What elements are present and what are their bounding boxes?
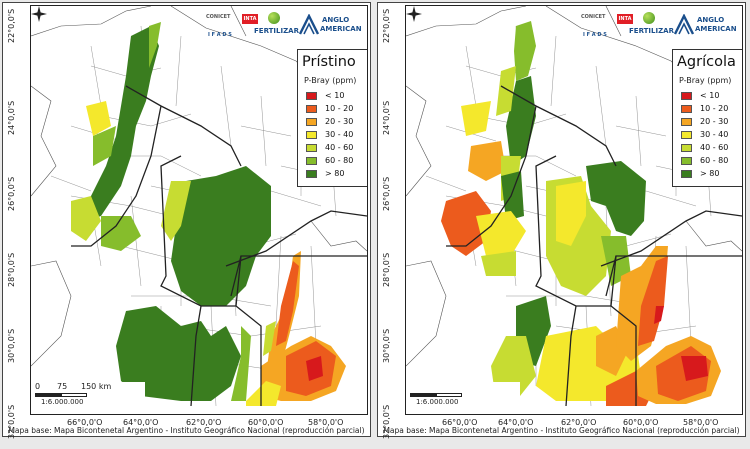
- legend-swatch: [306, 131, 317, 139]
- scale-bar: 0 75 150 km 1:6.000.000: [35, 382, 145, 408]
- lon-label: 64°0,0'O: [123, 418, 159, 427]
- legend-swatch: [306, 118, 317, 126]
- legend-swatch: [681, 170, 692, 178]
- anglo-logo: ANGLO: [697, 16, 725, 24]
- anglo-american-icon: [673, 14, 695, 35]
- map-footer: Mapa base: Mapa Bicontenetal Argentino -…: [383, 426, 740, 435]
- lon-label: 66°0,0'O: [442, 418, 478, 427]
- lon-label: 60°0,0'O: [623, 418, 659, 427]
- ifads-logo: I F A D S: [208, 32, 232, 38]
- north-arrow-icon: [31, 6, 47, 22]
- american-logo: AMERICAN: [320, 25, 362, 33]
- scale-bar: 1:6.000.000: [410, 382, 520, 408]
- lat-label: 28°0,0'S: [382, 252, 391, 287]
- legend-swatch: [306, 92, 317, 100]
- legend-swatch: [681, 105, 692, 113]
- lat-label: 26°0,0'S: [7, 176, 16, 211]
- sponsor-logos: CONICET INTA I F A D S FERTILIZAR ANGLO …: [581, 12, 742, 48]
- north-arrow-icon: [406, 6, 422, 22]
- map-frame: CONICET INTA I F A D S FERTILIZAR ANGLO …: [30, 5, 368, 415]
- legend-swatch: [681, 118, 692, 126]
- province-map: [31, 6, 367, 407]
- lat-label: 32°0,0'S: [382, 404, 391, 439]
- legend-swatch: [306, 144, 317, 152]
- lon-label: 62°0,0'O: [561, 418, 597, 427]
- lat-label: 32°0,0'S: [7, 404, 16, 439]
- legend-subtitle: P-Bray (ppm): [679, 76, 732, 85]
- lon-label: 58°0,0'O: [308, 418, 344, 427]
- inta-logo: INTA: [242, 14, 258, 24]
- map-panel-agricola: 22°0,0'S 24°0,0'S 26°0,0'S 28°0,0'S 30°0…: [377, 2, 746, 439]
- lon-label: 60°0,0'O: [248, 418, 284, 427]
- lat-label: 22°0,0'S: [7, 8, 16, 43]
- conicet-logo: CONICET: [581, 14, 606, 20]
- legend-swatch: [306, 105, 317, 113]
- sponsor-logos: CONICET INTA I F A D S FERTILIZAR ANGLO …: [206, 12, 367, 48]
- lat-label: 22°0,0'S: [382, 8, 391, 43]
- inta-logo: INTA: [617, 14, 633, 24]
- legend: Prístino P-Bray (ppm) < 10 10 - 20 20 - …: [297, 49, 367, 187]
- american-logo: AMERICAN: [695, 25, 737, 33]
- legend-swatch: [681, 144, 692, 152]
- anglo-logo: ANGLO: [322, 16, 350, 24]
- lat-label: 30°0,0'S: [7, 328, 16, 363]
- ifads-logo: I F A D S: [583, 32, 607, 38]
- lat-label: 28°0,0'S: [7, 252, 16, 287]
- legend-subtitle: P-Bray (ppm): [304, 76, 357, 85]
- province-map: [406, 6, 742, 407]
- lat-label: 30°0,0'S: [382, 328, 391, 363]
- map-frame: CONICET INTA I F A D S FERTILIZAR ANGLO …: [405, 5, 743, 415]
- legend-swatch: [681, 157, 692, 165]
- legend-swatch: [681, 92, 692, 100]
- conicet-logo: CONICET: [206, 14, 231, 20]
- lat-label: 24°0,0'S: [382, 100, 391, 135]
- map-footer: Mapa base: Mapa Bicontenetal Argentino -…: [8, 426, 365, 435]
- fertilizar-logo: FERTILIZAR: [629, 27, 674, 35]
- legend-title: Prístino: [302, 54, 356, 70]
- legend: Agrícola P-Bray (ppm) < 10 10 - 20 20 - …: [672, 49, 742, 187]
- anglo-american-icon: [298, 14, 320, 35]
- lon-label: 64°0,0'O: [498, 418, 534, 427]
- fertilizar-globe-icon: [268, 12, 280, 24]
- lon-label: 66°0,0'O: [67, 418, 103, 427]
- legend-swatch: [306, 170, 317, 178]
- legend-title: Agrícola: [677, 54, 736, 70]
- legend-swatch: [681, 131, 692, 139]
- legend-swatch: [306, 157, 317, 165]
- lat-label: 24°0,0'S: [7, 100, 16, 135]
- fertilizar-logo: FERTILIZAR: [254, 27, 299, 35]
- fertilizar-globe-icon: [643, 12, 655, 24]
- lon-label: 58°0,0'O: [683, 418, 719, 427]
- lat-label: 26°0,0'S: [382, 176, 391, 211]
- lon-label: 62°0,0'O: [186, 418, 222, 427]
- map-panel-pristino: 22°0,0'S 24°0,0'S 26°0,0'S 28°0,0'S 30°0…: [2, 2, 371, 439]
